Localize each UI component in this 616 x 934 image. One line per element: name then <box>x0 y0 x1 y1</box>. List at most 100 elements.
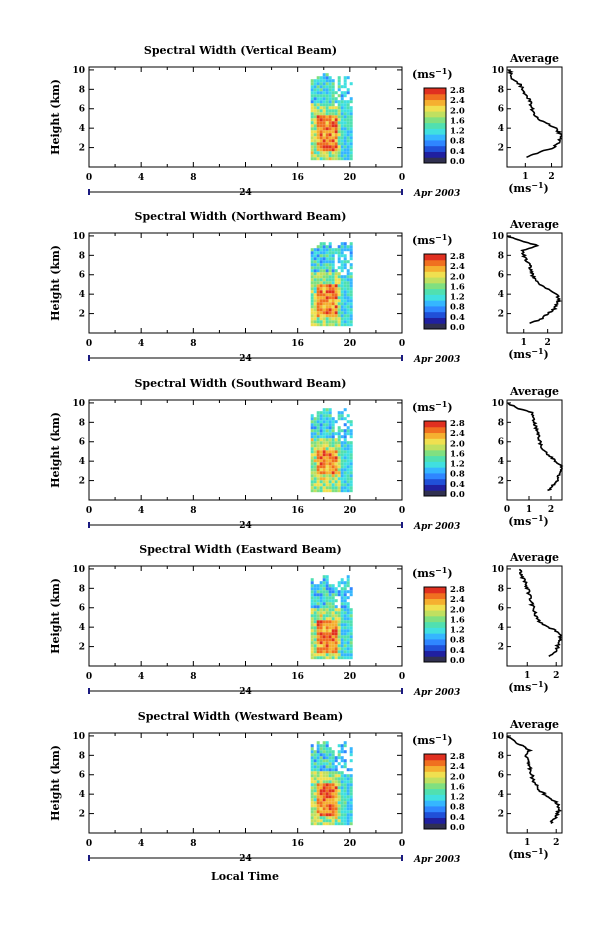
heatmap-cell <box>328 638 332 642</box>
heatmap-cell <box>325 756 329 760</box>
heatmap-cell <box>334 459 338 463</box>
heatmap-cell <box>325 296 329 300</box>
heatmap-cell <box>316 647 320 651</box>
month-label: Apr 2003 <box>413 688 460 698</box>
heatmap-cell <box>319 792 323 796</box>
heatmap-cell <box>310 795 314 799</box>
heatmap-cell <box>337 584 341 588</box>
heatmap-cell <box>316 251 320 255</box>
heatmap-cell <box>349 801 353 805</box>
heatmap-cell <box>337 248 341 252</box>
heatmap-cell <box>313 635 317 639</box>
heatmap-cell <box>340 474 344 478</box>
heatmap-cell <box>337 145 341 149</box>
heatmap-cell <box>346 106 350 110</box>
heatmap-cell <box>316 154 320 158</box>
heatmap-cell <box>331 426 335 430</box>
heatmap-cell <box>310 296 314 300</box>
colorbar-segment <box>424 151 446 158</box>
heatmap-cell <box>343 157 347 161</box>
heatmap-cell <box>349 106 353 110</box>
heatmap-cell <box>319 762 323 766</box>
heatmap-cell <box>328 801 332 805</box>
heatmap-cell <box>331 780 335 784</box>
heatmap-cell <box>331 623 335 627</box>
heatmap-cell <box>331 287 335 291</box>
y-tick-label: 4 <box>79 124 85 134</box>
heatmap-cell <box>346 777 350 781</box>
heatmap-cell <box>331 765 335 769</box>
average-units-close: ) <box>544 348 549 361</box>
heatmap-cell <box>319 124 323 128</box>
heatmap-cell <box>313 317 317 321</box>
heatmap-cell <box>331 810 335 814</box>
heatmap-cell <box>319 245 323 249</box>
heatmap-cell <box>313 302 317 306</box>
heatmap-cell <box>343 133 347 137</box>
heatmap-cell <box>337 121 341 125</box>
heatmap-cell <box>331 819 335 823</box>
heatmap-cell <box>319 750 323 754</box>
heatmap-cell <box>346 590 350 594</box>
heatmap-cell <box>322 480 326 484</box>
heatmap-cell <box>310 780 314 784</box>
heatmap-cell <box>310 275 314 279</box>
heatmap-cell <box>334 314 338 318</box>
x-tick-label: 4 <box>138 839 144 849</box>
heatmap-cell <box>319 789 323 793</box>
heatmap-cell <box>334 798 338 802</box>
heatmap-cell <box>328 127 332 131</box>
heatmap-cell <box>313 474 317 478</box>
heatmap-cell <box>319 94 323 98</box>
heatmap-cell <box>334 474 338 478</box>
heatmap-cell <box>343 257 347 261</box>
heatmap-cell <box>316 599 320 603</box>
heatmap-cell <box>310 91 314 95</box>
heatmap-cell <box>349 299 353 303</box>
heatmap-cell <box>349 447 353 451</box>
heatmap-cell <box>313 293 317 297</box>
heatmap-cell <box>349 786 353 790</box>
heatmap-cell <box>331 795 335 799</box>
heatmap-cell <box>337 804 341 808</box>
heatmap-cell <box>349 653 353 657</box>
heatmap-cell <box>328 290 332 294</box>
heatmap-cell <box>325 804 329 808</box>
heatmap-cell <box>331 816 335 820</box>
heatmap-cell <box>331 103 335 107</box>
heatmap-cell <box>322 94 326 98</box>
heatmap-cell <box>316 302 320 306</box>
heatmap-cell <box>319 629 323 633</box>
average-x-tick-label: 1 <box>526 505 532 515</box>
heatmap-cell <box>337 480 341 484</box>
heatmap-cell <box>343 635 347 639</box>
heatmap-cell <box>331 429 335 433</box>
heatmap-cell <box>316 97 320 101</box>
heatmap-cell <box>349 450 353 454</box>
heatmap-cell <box>316 91 320 95</box>
heatmap-cell <box>313 423 317 427</box>
colorbar-segment <box>424 627 446 634</box>
heatmap-cell <box>316 103 320 107</box>
heatmap-cell <box>346 638 350 642</box>
heatmap-cell <box>310 148 314 152</box>
heatmap-cell <box>343 486 347 490</box>
heatmap-cell <box>322 596 326 600</box>
heatmap-cell <box>328 765 332 769</box>
x-tick-label: 16 <box>291 839 304 849</box>
heatmap-cell <box>340 605 344 609</box>
heatmap-cell <box>331 308 335 312</box>
heatmap-cell <box>331 635 335 639</box>
heatmap-cell <box>313 263 317 267</box>
heatmap-cell <box>328 112 332 116</box>
heatmap-cell <box>334 614 338 618</box>
heatmap-cell <box>337 79 341 83</box>
heatmap-cell <box>334 290 338 294</box>
heatmap-cell <box>349 768 353 772</box>
heatmap-cell <box>349 154 353 158</box>
heatmap-cell <box>343 130 347 134</box>
heatmap-cell <box>334 477 338 481</box>
heatmap-cell <box>310 596 314 600</box>
heatmap-cell <box>316 756 320 760</box>
